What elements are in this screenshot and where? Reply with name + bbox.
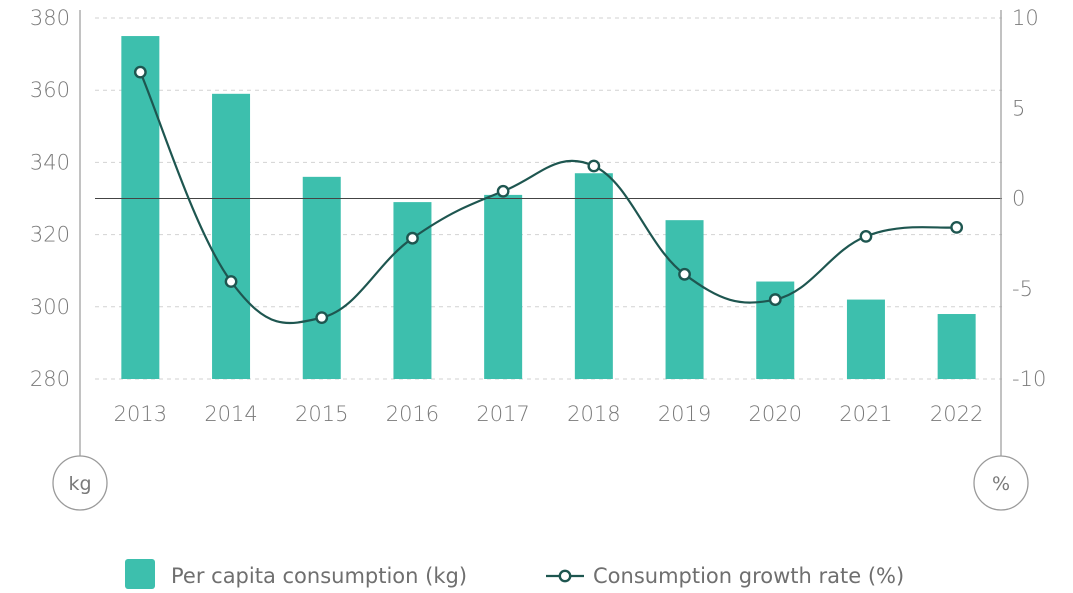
- growth-point-2014: [224, 275, 238, 288]
- x-tick-2019: 2019: [658, 402, 711, 426]
- bar-2016: [393, 202, 432, 379]
- right-tick-label: 10: [1012, 6, 1039, 30]
- x-tick-2017: 2017: [476, 402, 529, 426]
- axes: [79, 10, 1002, 456]
- left-tick-label: 300: [30, 295, 70, 319]
- left-tick-label: 280: [30, 367, 70, 391]
- growth-point-2019: [678, 267, 691, 281]
- legend-line-marker: [558, 569, 572, 583]
- right-tick-label: -5: [1012, 277, 1033, 301]
- x-tick-2022: 2022: [930, 402, 983, 426]
- right-axis-ticks: 10 5 0 -5 -10: [1012, 6, 1046, 391]
- legend: Per capita consumption (kg) Consumption …: [125, 559, 904, 589]
- left-tick-label: 320: [30, 223, 70, 247]
- left-unit-badge: kg: [52, 455, 108, 511]
- legend-bar-swatch: [125, 559, 155, 589]
- x-axis-ticks: 2013 2014 2015 2016 2017 2018 2019 2020 2021 2022: [114, 402, 984, 426]
- left-unit-circle: [52, 455, 108, 511]
- line-series: [133, 65, 964, 325]
- x-tick-2016: 2016: [386, 402, 439, 426]
- right-tick-label: 0: [1012, 187, 1025, 211]
- legend-line-label: Consumption growth rate (%): [593, 564, 904, 588]
- x-tick-2020: 2020: [749, 402, 802, 426]
- left-tick-label: 340: [30, 150, 70, 174]
- bar-2013: [121, 36, 160, 380]
- growth-point-2017: [496, 184, 510, 198]
- left-tick-label: 360: [30, 78, 70, 102]
- right-tick-label: -10: [1012, 367, 1046, 391]
- right-tick-label: 5: [1012, 96, 1025, 120]
- x-tick-2014: 2014: [204, 402, 257, 426]
- x-tick-2013: 2013: [114, 402, 167, 426]
- growth-point-2015: [315, 311, 329, 325]
- x-tick-2015: 2015: [295, 402, 348, 426]
- growth-point-2016: [406, 231, 419, 245]
- legend-bar-label: Per capita consumption (kg): [171, 564, 467, 588]
- growth-point-2020: [768, 293, 782, 306]
- right-unit-badge: %: [973, 455, 1029, 511]
- right-unit-circle: [973, 455, 1029, 511]
- bar-2014: [212, 93, 251, 379]
- left-tick-label: 380: [30, 6, 70, 30]
- bar-2021: [846, 299, 885, 379]
- bar-2015: [302, 176, 341, 379]
- growth-point-2013: [133, 65, 147, 79]
- x-tick-2021: 2021: [839, 402, 892, 426]
- growth-point-2022: [950, 220, 964, 234]
- bar-2017: [484, 194, 523, 379]
- x-tick-2018: 2018: [567, 402, 620, 426]
- bar-series: [121, 36, 976, 380]
- growth-point-2021: [859, 230, 873, 243]
- bar-2018: [574, 173, 613, 379]
- left-unit-label: kg: [68, 473, 91, 495]
- growth-point-2018: [587, 159, 601, 173]
- left-axis-ticks: 380 360 340 320 300 280: [30, 6, 70, 391]
- right-unit-label: %: [992, 473, 1010, 495]
- bar-2022: [937, 314, 976, 379]
- growth-rate-line: [139, 71, 957, 325]
- bar-2019: [665, 220, 704, 379]
